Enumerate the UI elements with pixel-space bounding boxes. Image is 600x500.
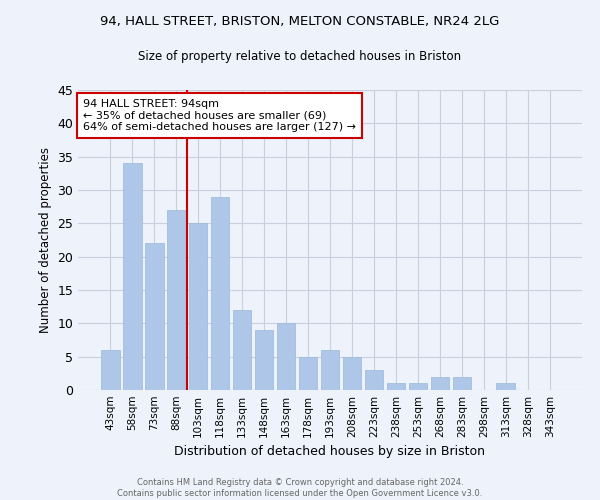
Text: Contains HM Land Registry data © Crown copyright and database right 2024.
Contai: Contains HM Land Registry data © Crown c…	[118, 478, 482, 498]
Bar	[211, 196, 229, 390]
Bar	[101, 350, 119, 390]
Bar	[452, 376, 471, 390]
Bar	[299, 356, 317, 390]
Bar	[189, 224, 208, 390]
Bar	[255, 330, 274, 390]
Bar	[320, 350, 340, 390]
Text: Size of property relative to detached houses in Briston: Size of property relative to detached ho…	[139, 50, 461, 63]
Bar	[123, 164, 142, 390]
Text: 94, HALL STREET, BRISTON, MELTON CONSTABLE, NR24 2LG: 94, HALL STREET, BRISTON, MELTON CONSTAB…	[100, 15, 500, 28]
Bar	[365, 370, 383, 390]
Bar	[431, 376, 449, 390]
Bar	[343, 356, 361, 390]
Bar	[409, 384, 427, 390]
Text: 94 HALL STREET: 94sqm
← 35% of detached houses are smaller (69)
64% of semi-deta: 94 HALL STREET: 94sqm ← 35% of detached …	[83, 99, 356, 132]
Bar	[386, 384, 405, 390]
Bar	[145, 244, 164, 390]
Y-axis label: Number of detached properties: Number of detached properties	[39, 147, 52, 333]
Bar	[167, 210, 185, 390]
X-axis label: Distribution of detached houses by size in Briston: Distribution of detached houses by size …	[175, 446, 485, 458]
Bar	[496, 384, 515, 390]
Bar	[233, 310, 251, 390]
Bar	[277, 324, 295, 390]
